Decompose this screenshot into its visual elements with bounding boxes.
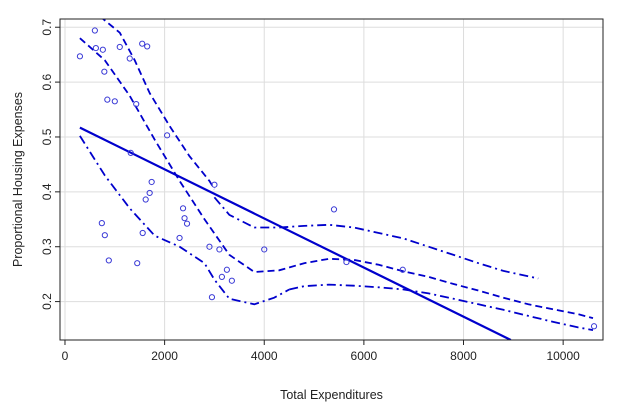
data-point (179, 205, 187, 212)
data-point (343, 258, 350, 266)
data-point (164, 132, 171, 139)
data-point (148, 178, 155, 186)
data-point (261, 246, 268, 253)
x-tick-label: 10000 (546, 349, 580, 363)
x-axis: 0 2000 4000 6000 8000 10000 (62, 340, 580, 363)
data-point (139, 229, 146, 237)
y-tick-label: 0.6 (40, 73, 54, 90)
data-point (146, 189, 153, 197)
fit-line-dashed (79, 37, 594, 319)
y-tick-label: 0.2 (40, 293, 54, 310)
data-point (134, 260, 141, 267)
x-axis-title: Total Expenditures (280, 388, 383, 402)
data-point (101, 68, 108, 75)
data-point (399, 266, 406, 273)
data-point (223, 266, 230, 273)
data-point (104, 96, 111, 103)
data-point (126, 55, 133, 62)
data-point (181, 215, 188, 222)
fit-line-dashdot (289, 283, 594, 331)
y-tick-label: 0.5 (40, 128, 54, 145)
data-point (590, 323, 598, 330)
data-point (142, 196, 149, 203)
data-point (218, 273, 226, 280)
data-point (98, 220, 105, 227)
data-point (105, 257, 112, 264)
fit-line-dashed (101, 19, 216, 190)
fit-lines (79, 19, 594, 340)
data-point (139, 40, 146, 47)
data-point (133, 100, 140, 108)
x-tick-label: 6000 (351, 349, 378, 363)
data-point (330, 206, 338, 213)
data-point (111, 98, 118, 105)
x-tick-label: 4000 (251, 349, 278, 363)
x-tick-label: 0 (62, 349, 69, 363)
x-tick-label: 8000 (450, 349, 477, 363)
data-point (91, 27, 98, 34)
plot-frame (59, 18, 604, 341)
fit-line-dashdot (213, 196, 539, 280)
y-tick-label: 0.4 (40, 183, 54, 200)
data-point (92, 44, 99, 52)
y-tick-label: 0.3 (40, 238, 54, 255)
fit-line-solid (79, 126, 512, 340)
y-axis: 0.2 0.3 0.4 0.5 0.6 0.7 (40, 19, 60, 310)
data-point (176, 234, 183, 242)
data-point (127, 149, 134, 156)
y-tick-label: 0.7 (40, 19, 54, 36)
fit-line-dashdot (79, 135, 290, 306)
y-axis-title: Proportional Housing Expenses (11, 92, 25, 267)
data-point (116, 43, 123, 51)
data-points (76, 27, 598, 330)
data-point (99, 46, 106, 53)
data-point (206, 243, 213, 250)
data-point (101, 232, 108, 239)
grid (60, 19, 603, 340)
data-point (76, 53, 84, 60)
data-point (208, 294, 216, 301)
x-tick-label: 2000 (151, 349, 178, 363)
data-point (216, 246, 223, 253)
data-point (228, 277, 235, 284)
data-point (183, 220, 191, 227)
data-point (211, 181, 218, 188)
data-point (144, 43, 151, 50)
